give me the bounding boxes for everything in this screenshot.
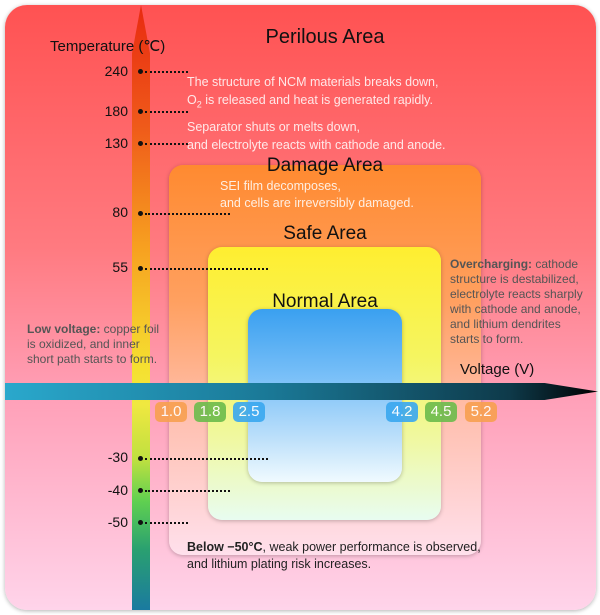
- temp-tick: 55: [112, 259, 128, 275]
- note-line: and lithium dendrites: [450, 317, 561, 331]
- note-line: starts to form.: [450, 332, 524, 346]
- note-line: Overcharging: cathode: [450, 257, 583, 272]
- voltage-badge: 5.2: [465, 402, 497, 422]
- note-line: with cathode and anode,: [450, 302, 581, 316]
- tick-dot: [138, 266, 143, 271]
- note-text: is released and heat is generated rapidl…: [201, 93, 433, 107]
- tick-leader-line: [145, 111, 188, 113]
- tick-leader-line: [145, 71, 188, 73]
- voltage-axis-label: Voltage (V): [460, 361, 535, 378]
- voltage-badge: 2.5: [233, 402, 265, 422]
- voltage-badge: 1.0: [155, 402, 187, 422]
- note-line: and electrolyte reacts with cathode and …: [187, 137, 446, 152]
- tick-dot: [138, 141, 143, 146]
- note-line: electrolyte reacts sharply: [450, 287, 583, 301]
- temp-tick: 80: [112, 204, 128, 220]
- note-text: O: [187, 93, 197, 107]
- temp-tick: 130: [104, 135, 128, 151]
- note-line: and cells are irreversibly damaged.: [220, 196, 414, 210]
- temp-tick: 180: [104, 103, 128, 119]
- note-line: structure is destabilized,: [450, 272, 579, 286]
- note-line: The structure of NCM materials breaks do…: [187, 75, 439, 89]
- tick-leader-line: [145, 213, 230, 215]
- note-line: Low voltage: copper foil: [27, 322, 159, 337]
- tick-leader-line: [145, 143, 188, 145]
- note-line: Below −50°C, weak power performance is o…: [187, 539, 481, 556]
- note-bold: Overcharging:: [450, 257, 533, 271]
- note-line: short path starts to form.: [27, 352, 158, 366]
- safe-area-title: Safe Area: [283, 223, 367, 244]
- perilous-area-title: Perilous Area: [265, 26, 385, 48]
- note-line: O2 is released and heat is generated rap…: [187, 91, 446, 114]
- note-text: cathode: [532, 257, 579, 271]
- perilous-area-note: The structure of NCM materials breaks do…: [187, 73, 446, 154]
- note-line: Separator shuts or melts down,: [187, 119, 360, 134]
- note-text: , weak power performance is observed,: [262, 540, 481, 554]
- tick-leader-line: [145, 268, 268, 270]
- overcharging-note: Overcharging: cathode structure is desta…: [450, 257, 583, 347]
- tick-leader-line: [145, 490, 230, 492]
- note-bold: Low voltage:: [27, 322, 101, 336]
- temperature-axis-label: Temperature (℃): [50, 38, 166, 55]
- tick-dot: [138, 69, 143, 74]
- voltage-badge: 4.2: [386, 402, 418, 422]
- temp-tick: -50: [107, 514, 128, 530]
- note-subscript: 2: [196, 99, 202, 110]
- temp-tick: -40: [107, 482, 128, 498]
- tick-dot: [138, 520, 143, 525]
- damage-area-title: Damage Area: [266, 155, 384, 176]
- voltage-badge: 1.8: [194, 402, 226, 422]
- note-text: copper foil: [100, 322, 160, 336]
- tick-leader-line: [145, 458, 268, 460]
- normal-area-title: Normal Area: [272, 291, 378, 312]
- note-line: is oxidized, and inner: [27, 337, 140, 351]
- damage-area-note: SEI film decomposes, and cells are irrev…: [220, 178, 414, 212]
- tick-dot: [138, 456, 143, 461]
- low-voltage-note: Low voltage: copper foil is oxidized, an…: [27, 322, 159, 367]
- note-line: and lithium plating risk increases.: [187, 557, 372, 571]
- temp-tick: 240: [104, 63, 128, 79]
- voltage-badge: 4.5: [425, 402, 457, 422]
- tick-dot: [138, 488, 143, 493]
- note-line: SEI film decomposes,: [220, 179, 341, 193]
- voltage-axis-arrow: [5, 383, 598, 400]
- low-temperature-note: Below −50°C, weak power performance is o…: [187, 539, 481, 573]
- tick-dot: [138, 211, 143, 216]
- temp-tick: -30: [107, 449, 128, 465]
- tick-dot: [138, 109, 143, 114]
- tick-leader-line: [145, 522, 188, 524]
- note-bold: Below −50°C: [187, 540, 263, 554]
